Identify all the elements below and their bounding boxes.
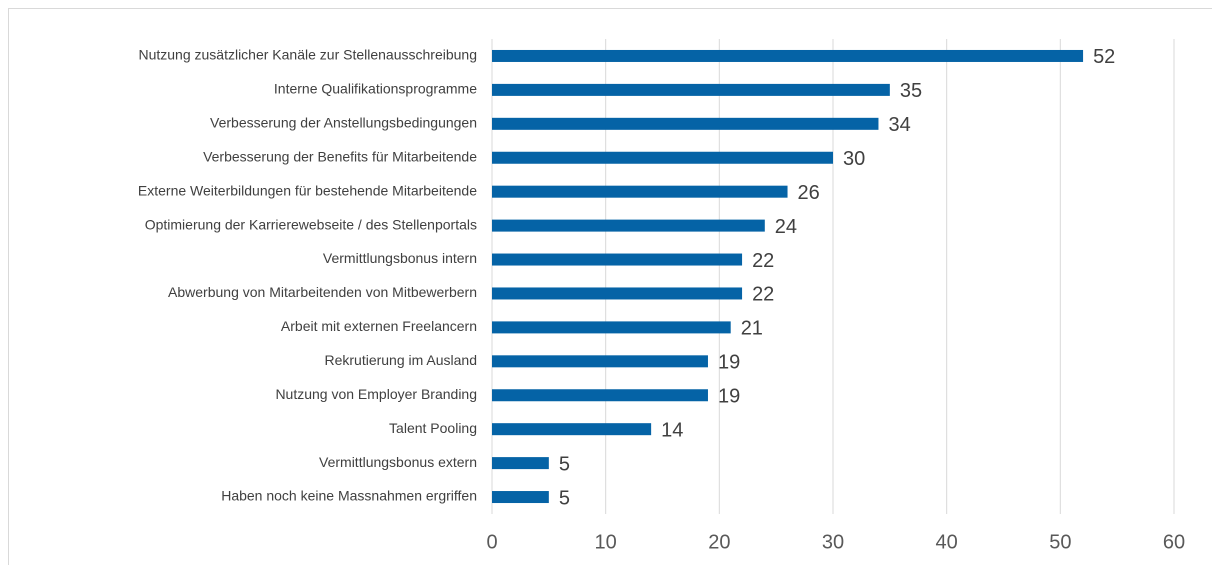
value-label: 21: [741, 318, 763, 340]
bar: [492, 219, 765, 232]
y-tick-label: Verbesserung der Anstellungsbedingungen: [210, 115, 477, 131]
bar: [492, 83, 890, 96]
bar: [492, 457, 549, 470]
value-label: 19: [718, 386, 740, 408]
y-tick-label: Interne Qualifikationsprogramme: [274, 81, 477, 97]
value-label: 34: [888, 114, 910, 136]
y-tick-label: Verbesserung der Benefits für Mitarbeite…: [203, 148, 477, 164]
bar: [492, 185, 788, 198]
x-tick-label: 50: [1049, 531, 1071, 553]
bar: [492, 491, 549, 504]
bar: [492, 321, 731, 334]
bar: [492, 253, 743, 266]
value-label: 19: [718, 352, 740, 374]
value-label: 5: [559, 453, 570, 475]
y-tick-label: Optimierung der Karrierewebseite / des S…: [145, 216, 477, 232]
y-tick-label: Rekrutierung im Ausland: [324, 352, 477, 368]
x-tick-label: 20: [708, 531, 730, 553]
bar: [492, 287, 743, 300]
x-tick-label: 30: [822, 531, 844, 553]
y-tick-label: Vermittlungsbonus intern: [323, 250, 477, 266]
y-tick-label: Nutzung zusätzlicher Kanäle zur Stellena…: [138, 47, 477, 63]
value-label: 5: [559, 487, 570, 509]
chart-border: [8, 8, 1212, 565]
bar: [492, 389, 708, 402]
x-tick-label: 40: [936, 531, 958, 553]
y-tick-label: Vermittlungsbonus extern: [319, 454, 477, 470]
bar: [492, 49, 1084, 62]
x-tick-label: 0: [486, 531, 497, 553]
y-tick-label: Nutzung von Employer Branding: [275, 386, 477, 402]
value-label: 22: [752, 250, 774, 272]
bar: [492, 151, 833, 164]
y-tick-label: Arbeit mit externen Freelancern: [281, 318, 477, 334]
value-label: 22: [752, 284, 774, 306]
y-tick-label: Haben noch keine Massnahmen ergriffen: [221, 488, 477, 504]
x-tick-label: 10: [595, 531, 617, 553]
y-tick-label: Talent Pooling: [389, 420, 477, 436]
bar: [492, 355, 708, 368]
bar: [492, 117, 879, 130]
y-tick-label: Abwerbung von Mitarbeitenden von Mitbewe…: [168, 284, 477, 300]
value-label: 52: [1093, 46, 1115, 68]
value-label: 30: [843, 148, 865, 170]
value-label: 14: [661, 419, 683, 441]
y-tick-label: Externe Weiterbildungen für bestehende M…: [138, 182, 477, 198]
bar: [492, 423, 652, 436]
value-label: 24: [775, 216, 797, 238]
x-tick-label: 60: [1163, 531, 1185, 553]
value-label: 35: [900, 80, 922, 102]
value-label: 26: [798, 182, 820, 204]
